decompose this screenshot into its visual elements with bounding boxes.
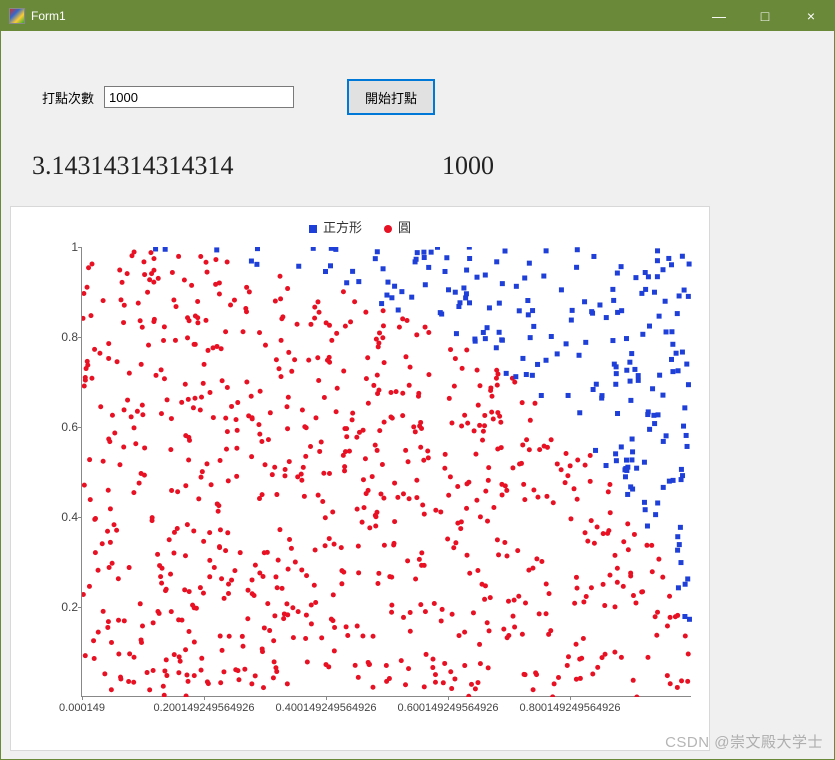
y-tick-label: 1: [50, 240, 78, 254]
x-tick-label: 0.400149249564926: [276, 702, 377, 714]
titlebar[interactable]: Form1 — □ ×: [1, 1, 834, 31]
x-tick-label: 0.000149: [59, 702, 105, 714]
square-marker-icon: [309, 225, 317, 233]
client-area: 打點次數 開始打點 3.14314314314314 1000 正方形 圓 0.…: [2, 31, 833, 758]
window-title: Form1: [31, 9, 66, 23]
start-button-label: 開始打點: [365, 88, 417, 107]
pi-result-label: 3.14314314314314: [32, 151, 234, 181]
count-label: 打點次數: [42, 88, 94, 107]
close-button[interactable]: ×: [788, 1, 834, 31]
watermark: CSDN @崇文殿大学士: [665, 731, 823, 752]
legend-label-circle: 圓: [398, 220, 411, 235]
app-window: Form1 — □ × 打點次數 開始打點 3.14314314314314 1…: [0, 0, 835, 760]
y-tick-label: 0.2: [50, 600, 78, 614]
maximize-button[interactable]: □: [742, 1, 788, 31]
minimize-button[interactable]: —: [696, 1, 742, 31]
app-icon: [9, 8, 25, 24]
plot-area: 0.20.40.60.810.0001490.2001492495649260.…: [81, 247, 691, 697]
legend-label-square: 正方形: [323, 220, 362, 235]
start-button[interactable]: 開始打點: [347, 79, 435, 115]
count-input[interactable]: [104, 86, 294, 108]
scatter-svg: [82, 247, 692, 697]
minimize-icon: —: [712, 8, 726, 24]
y-tick-label: 0.6: [50, 420, 78, 434]
chart-legend: 正方形 圓: [11, 217, 709, 236]
chart: 正方形 圓 0.20.40.60.810.0001490.20014924956…: [10, 206, 710, 751]
y-tick-label: 0.8: [50, 330, 78, 344]
y-tick-label: 0.4: [50, 510, 78, 524]
circle-marker-icon: [384, 225, 392, 233]
maximize-icon: □: [761, 8, 769, 24]
legend-item-circle: 圓: [384, 217, 411, 236]
input-row: 打點次數: [42, 86, 294, 108]
x-tick-label: 0.600149249564926: [398, 702, 499, 714]
close-icon: ×: [807, 8, 815, 24]
count-result-label: 1000: [442, 151, 494, 181]
x-tick-label: 0.200149249564926: [154, 702, 255, 714]
legend-item-square: 正方形: [309, 217, 362, 236]
x-tick-label: 0.800149249564926: [520, 702, 621, 714]
